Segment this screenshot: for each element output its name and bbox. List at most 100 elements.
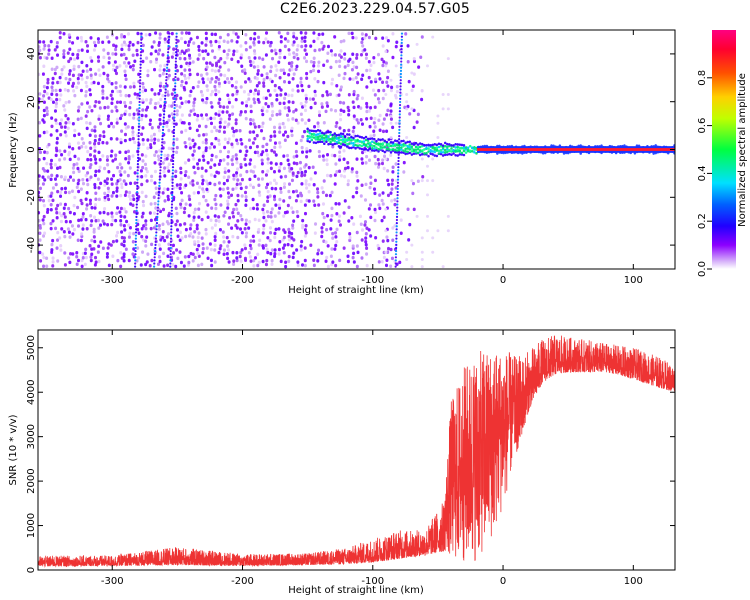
spectrogram-cell (191, 235, 195, 239)
spectrogram-cell (431, 150, 434, 153)
spectrogram-cell (364, 240, 368, 244)
spectrogram-cell (183, 173, 187, 178)
spectrogram-cell (471, 149, 474, 153)
spectrogram-cell (158, 117, 162, 122)
spectrogram-cell (316, 190, 320, 195)
spectrogram-cell (165, 220, 169, 224)
spectrogram-cell (304, 163, 308, 167)
spectrogram-x-tick-label: -200 (231, 275, 254, 286)
spectrogram-cell (228, 113, 232, 118)
spectrogram-cell (400, 48, 403, 51)
spectrogram-cell (77, 157, 81, 161)
spectrogram-cell (386, 75, 390, 80)
colorbar-ticks: 0.00.20.40.60.8 (697, 70, 712, 277)
colorbar-tick-label: 0.8 (697, 70, 708, 86)
spectrogram-cell (283, 44, 287, 49)
spectrogram-cell (377, 260, 381, 264)
spectrogram-cell (172, 159, 175, 163)
spectrogram-cell (272, 150, 276, 154)
spectrogram-cell (348, 142, 351, 145)
spectrogram-cell (68, 210, 72, 215)
spectrogram-cell (192, 157, 196, 161)
spectrogram-cell (111, 159, 115, 163)
spectrogram-cell (209, 43, 213, 48)
spectrogram-cell (137, 122, 141, 125)
spectrogram-cell (77, 224, 81, 228)
spectrogram-cell (325, 131, 328, 134)
spectrogram-cell (393, 224, 397, 228)
spectrogram-cell (191, 153, 195, 157)
spectrogram-cell (214, 218, 218, 223)
spectrogram-cell (141, 137, 145, 142)
spectrogram-cell (321, 211, 325, 216)
spectrogram-cell (134, 237, 137, 240)
spectrogram-cell (376, 52, 380, 57)
spectrogram-cell (227, 97, 231, 102)
spectrogram-cell (170, 31, 174, 36)
spectrogram-cell (140, 234, 144, 239)
spectrogram-cell (249, 122, 253, 126)
spectrogram-cell (377, 150, 380, 153)
spectrogram-cell (101, 89, 105, 93)
spectrogram-cell (431, 236, 435, 240)
spectrogram-cell (429, 144, 432, 147)
spectrogram-cell (299, 244, 303, 248)
spectrogram-cell (318, 135, 322, 138)
spectrogram-cell (231, 210, 235, 215)
spectrogram-cell (109, 137, 113, 141)
spectrogram-cell (183, 222, 187, 226)
spectrogram-cell (208, 61, 212, 65)
spectrogram-cell (468, 149, 472, 153)
spectrogram-cell (55, 65, 59, 70)
spectrogram-cell (102, 48, 106, 52)
spectrogram-cell (218, 120, 222, 125)
spectrogram-cell (167, 114, 171, 118)
spectrogram-cell (236, 35, 240, 39)
spectrogram-cell (393, 148, 397, 152)
colorbar-tick-label: 0.2 (697, 213, 708, 229)
spectrogram-cell (264, 96, 268, 101)
spectrogram-cell (338, 64, 342, 69)
spectrogram-cell (89, 213, 93, 218)
spectrogram-cell (244, 231, 248, 235)
spectrogram-cell (272, 194, 276, 199)
spectrogram-cell (381, 63, 385, 68)
spectrogram-cell (114, 105, 118, 109)
spectrogram-cell (180, 130, 184, 134)
spectrogram-cell (285, 210, 289, 214)
spectrogram-cell (134, 259, 137, 262)
spectrogram-cell (305, 52, 309, 57)
spectrogram-cell (157, 197, 160, 200)
spectrogram-cell (396, 139, 399, 143)
spectrogram-cell (214, 202, 218, 207)
spectrogram-cell (191, 252, 195, 257)
spectrogram-cell (217, 181, 221, 185)
spectrogram-cell (139, 66, 142, 69)
spectrogram-cell (157, 223, 161, 228)
spectrogram-cell (346, 142, 349, 146)
spectrogram-cell (204, 232, 208, 236)
spectrogram-cell (85, 191, 89, 195)
spectrogram-cell (160, 156, 163, 159)
spectrogram-cell (219, 149, 223, 154)
spectrogram-cell (394, 44, 398, 49)
spectrogram-cell (252, 92, 256, 96)
spectrogram-cell (360, 136, 364, 139)
spectrogram-cell (287, 182, 291, 186)
spectrogram-cell (339, 49, 343, 53)
spectrogram-cell (159, 172, 162, 175)
spectrogram-cell (214, 92, 218, 97)
spectrogram-cell (342, 39, 346, 43)
spectrogram-cell (162, 116, 165, 119)
spectrogram-cell (266, 199, 270, 204)
spectrogram-cell (352, 125, 356, 130)
spectrogram-cell (99, 121, 103, 126)
spectrogram-cell (68, 220, 72, 224)
spectrogram-cell (400, 57, 403, 60)
spectrogram-cell (50, 116, 54, 120)
spectrogram-cell (245, 149, 249, 154)
spectrogram-cell (83, 262, 87, 267)
spectrogram-cell (391, 170, 395, 174)
spectrogram-cell (180, 236, 184, 240)
spectrogram-cell (287, 52, 291, 57)
